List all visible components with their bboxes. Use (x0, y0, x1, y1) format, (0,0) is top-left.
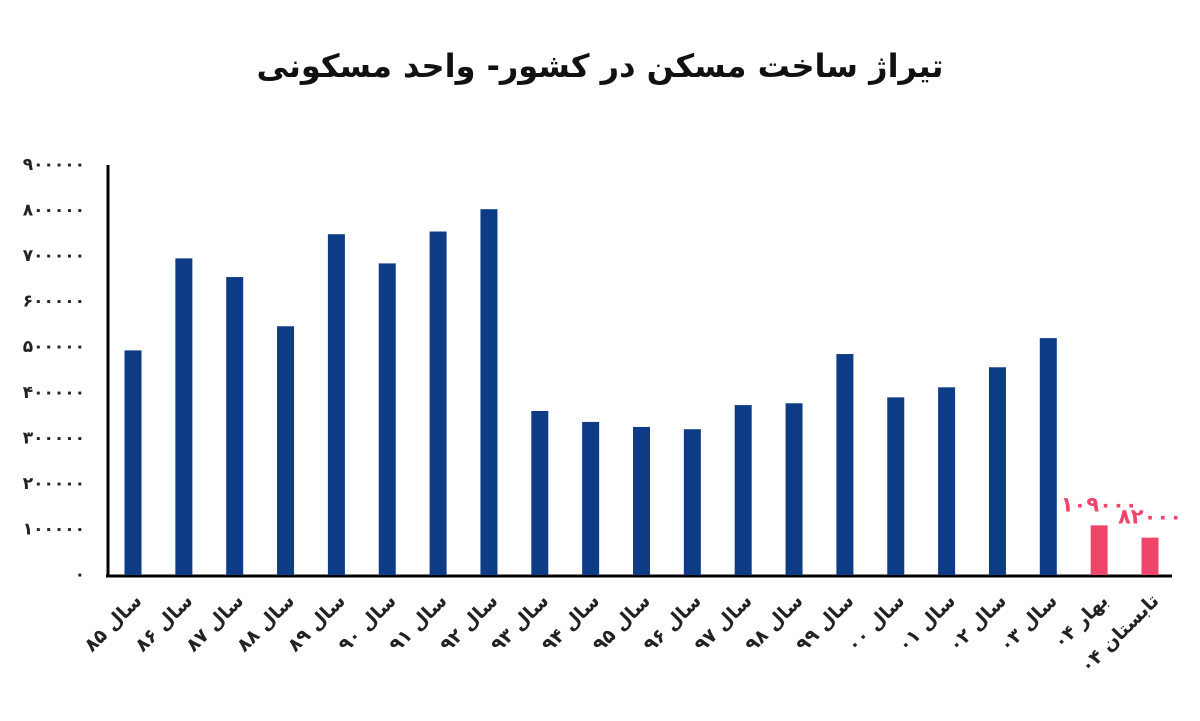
bar (124, 350, 142, 575)
bar (480, 209, 498, 575)
bar (531, 411, 549, 575)
bar (938, 387, 956, 575)
y-tick-label: ۴۰۰۰۰۰ (23, 383, 85, 403)
value-label: ۸۲۰۰۰ (1118, 505, 1182, 529)
y-tick-label: ۷۰۰۰۰۰ (23, 246, 85, 266)
chart-title: تیراژ ساخت مسکن در کشور- واحد مسکونی (256, 47, 943, 85)
bar (887, 397, 905, 575)
y-tick-label: ۵۰۰۰۰۰ (23, 337, 85, 357)
bar (683, 429, 701, 575)
bar (378, 263, 396, 575)
y-tick-label: ۱۰۰۰۰۰ (23, 519, 85, 539)
y-tick-label: ۸۰۰۰۰۰ (23, 201, 85, 221)
bar (277, 326, 295, 575)
bar (785, 403, 803, 575)
y-tick-label: ۶۰۰۰۰۰ (23, 292, 85, 312)
y-tick-label: ۲۰۰۰۰۰ (23, 474, 85, 494)
bar (988, 367, 1006, 575)
value-label: ۱۰۹۰۰۰ (1061, 492, 1138, 516)
bar (582, 421, 600, 575)
bar (1039, 338, 1057, 575)
y-tick-label: ۹۰۰۰۰۰ (23, 155, 85, 175)
y-tick-label: ۰ (75, 565, 85, 585)
bar (633, 426, 650, 575)
bar (836, 354, 854, 575)
y-tick-label: ۳۰۰۰۰۰ (23, 428, 85, 448)
bar (175, 258, 193, 575)
bar (429, 231, 447, 575)
bar (226, 277, 244, 575)
bar (1141, 537, 1159, 575)
bar (327, 234, 345, 575)
bar (1090, 525, 1108, 575)
bar (734, 405, 752, 575)
